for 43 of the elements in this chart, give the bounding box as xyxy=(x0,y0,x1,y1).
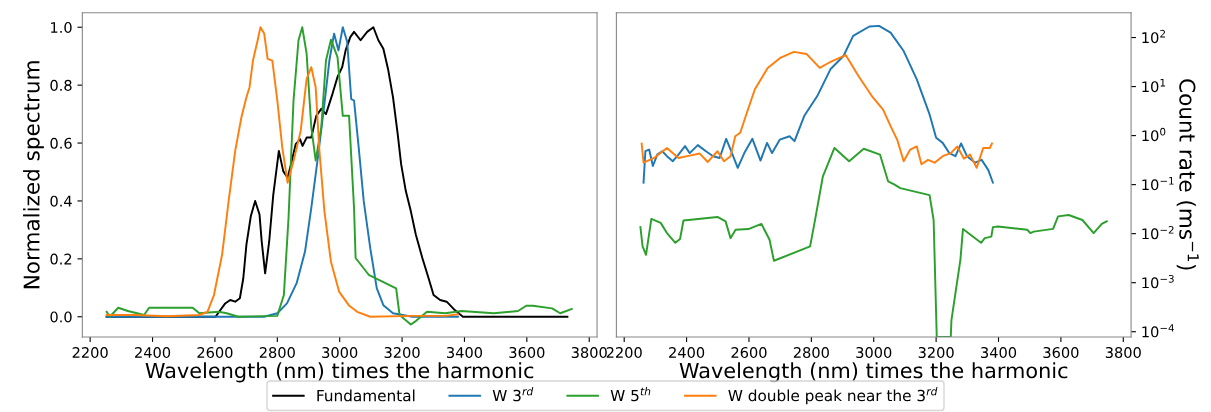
legend-label: Fundamental xyxy=(317,389,415,402)
y-tick-label: 0.8 xyxy=(50,79,72,91)
x-axis-title: Wavelength (nm) times the harmonic xyxy=(145,362,534,383)
x-tick-label: 3000 xyxy=(856,347,892,359)
y-tick-label: 10$^{−3}$ xyxy=(1142,274,1174,289)
x-tick-label: 2200 xyxy=(606,347,642,359)
y-tick-label: 0.2 xyxy=(50,253,72,265)
x-tick-label: 3000 xyxy=(322,347,358,359)
legend-label: W 5$^{th}$ xyxy=(610,387,651,402)
x-tick-label: 3800 xyxy=(1105,347,1141,359)
y-axis-title: Normalized spectrum xyxy=(23,61,44,289)
y-tick-label: 0.6 xyxy=(50,137,72,149)
x-tick-label: 2600 xyxy=(731,347,767,359)
y-tick-label: 10$^{1}$ xyxy=(1142,78,1166,93)
x-tick-label: 2600 xyxy=(197,347,233,359)
x-tick-label: 2200 xyxy=(72,347,108,359)
x-tick-label: 3200 xyxy=(918,347,954,359)
x-tick-label: 3600 xyxy=(1043,347,1079,359)
x-tick-label: 3400 xyxy=(447,347,483,359)
legend-label: W double peak near the 3$^{rd}$ xyxy=(728,387,938,405)
legend-label: W 3$^{rd}$ xyxy=(492,387,534,402)
x-tick-label: 3400 xyxy=(981,347,1017,359)
y-tick-label: 1.0 xyxy=(51,21,72,33)
line-series xyxy=(640,50,993,169)
y-tick-label: 10$^{2}$ xyxy=(1142,29,1165,44)
y-axis-title: Count rate (ms$^{−1}$) xyxy=(1176,79,1199,270)
y-tick-label: 10$^{0}$ xyxy=(1142,127,1166,142)
y-tick-label: 10$^{−4}$ xyxy=(1142,324,1174,338)
x-tick-label: 2800 xyxy=(793,347,829,359)
x-axis-title: Wavelength (nm) times the harmonic xyxy=(679,362,1068,383)
line-series xyxy=(639,146,1108,338)
y-tick-label: 0.0 xyxy=(50,311,72,323)
line-series xyxy=(105,26,459,318)
x-tick-label: 3200 xyxy=(384,347,420,359)
y-tick-label: 10$^{−2}$ xyxy=(1142,225,1174,240)
x-tick-label: 2400 xyxy=(669,347,705,359)
x-tick-label: 2800 xyxy=(259,347,295,359)
x-tick-label: 3800 xyxy=(571,347,607,359)
x-tick-label: 2400 xyxy=(135,347,171,359)
y-tick-label: 0.4 xyxy=(50,195,72,207)
x-tick-label: 3600 xyxy=(509,347,545,359)
y-tick-label: 10$^{−1}$ xyxy=(1142,177,1174,191)
line-series xyxy=(642,24,994,184)
